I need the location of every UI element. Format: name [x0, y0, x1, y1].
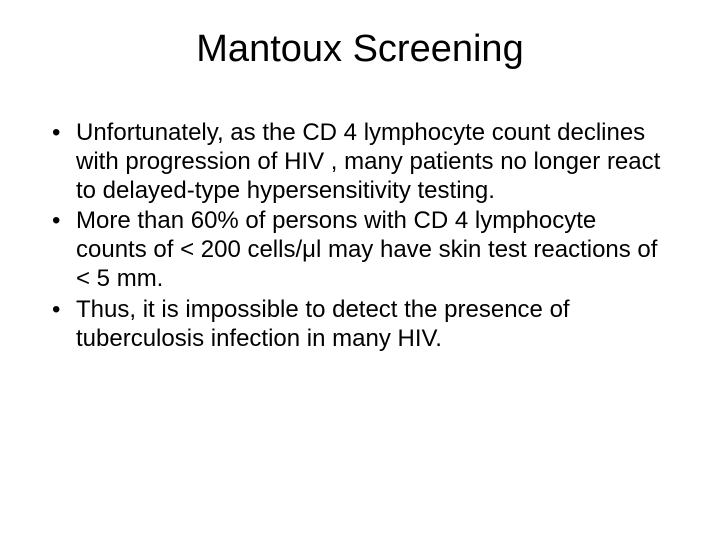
- slide-title: Mantoux Screening: [48, 28, 672, 71]
- slide: Mantoux Screening Unfortunately, as the …: [0, 0, 720, 540]
- list-item: Thus, it is impossible to detect the pre…: [48, 296, 672, 354]
- list-item: Unfortunately, as the CD 4 lymphocyte co…: [48, 119, 672, 205]
- list-item: More than 60% of persons with CD 4 lymph…: [48, 207, 672, 293]
- bullet-list: Unfortunately, as the CD 4 lymphocyte co…: [48, 119, 672, 353]
